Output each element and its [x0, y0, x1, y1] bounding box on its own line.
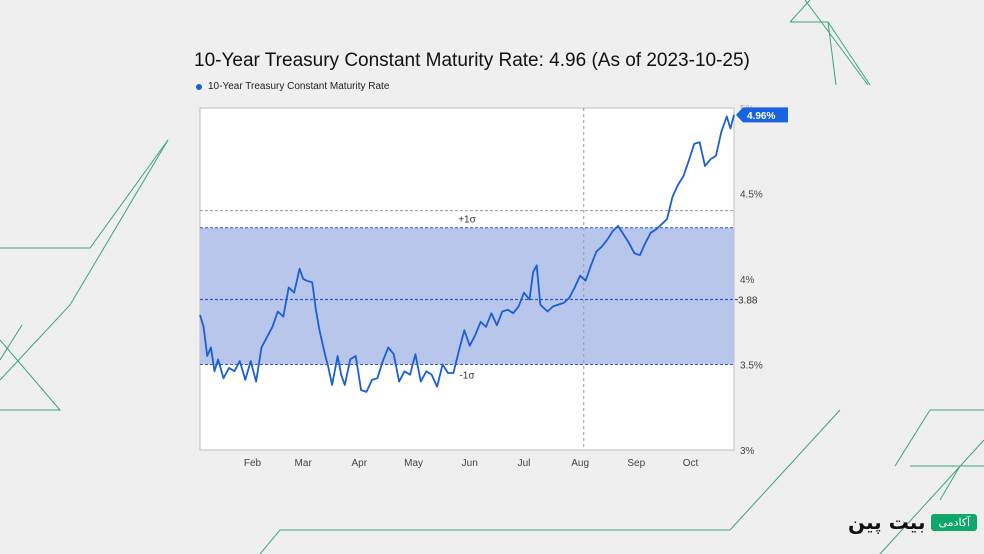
brand-name: بیت پین — [848, 510, 926, 534]
y-tick-label: 4.5% — [740, 190, 763, 201]
x-tick-label: Jul — [518, 458, 531, 469]
x-tick-label: Jun — [462, 458, 478, 469]
x-tick-label: May — [404, 458, 423, 469]
series-line-10y-treasury[interactable] — [199, 114, 735, 393]
x-tick-label: Mar — [295, 458, 313, 469]
x-tick-label: Apr — [352, 458, 368, 469]
x-tick-label: Feb — [244, 458, 262, 469]
minus-one-sigma-label: -1σ — [459, 371, 475, 382]
x-tick-label: Aug — [571, 458, 589, 469]
last-value-label: 4.96% — [747, 111, 775, 122]
sigma-band — [200, 227, 734, 365]
x-tick-label: Oct — [683, 458, 699, 469]
chart-legend: 10-Year Treasury Constant Maturity Rate — [196, 81, 389, 92]
legend-marker-icon — [196, 83, 202, 90]
brand-logo: آکادمی بیت پین — [848, 510, 978, 534]
legend-label: 10-Year Treasury Constant Maturity Rate — [208, 81, 390, 92]
brand-badge: آکادمی — [931, 513, 978, 531]
x-tick-label: Sep — [627, 458, 645, 469]
last-value-badge: 4.96% — [736, 107, 788, 123]
chart-title: 10-Year Treasury Constant Maturity Rate:… — [194, 50, 750, 71]
y-tick-label: 3.5% — [740, 361, 763, 372]
y-tick-label: 4% — [740, 275, 755, 286]
y-tick-label: 3% — [740, 446, 755, 457]
plus-one-sigma-label: +1σ — [458, 215, 476, 226]
mean-value-label: 3.88 — [738, 296, 758, 307]
